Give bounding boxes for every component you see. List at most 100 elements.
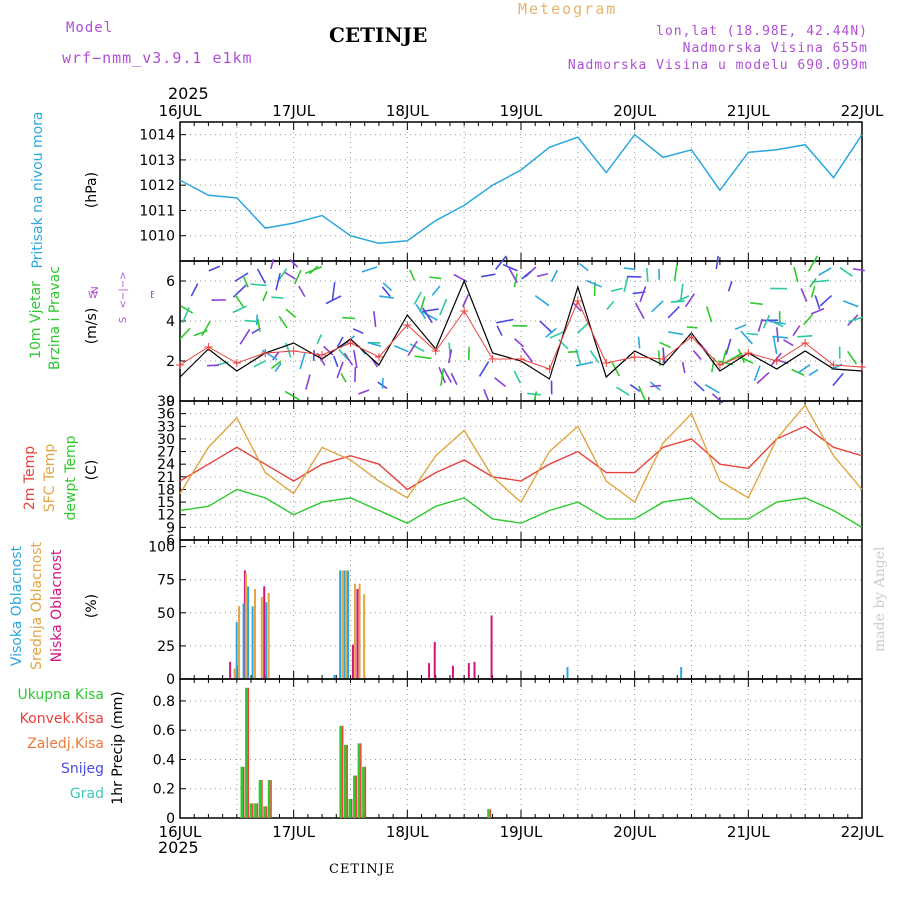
cloud-bar [251,606,254,679]
cloud-bar [229,661,232,679]
wind-barb [440,368,445,386]
x-date-label-bottom: 19JUL [500,823,543,841]
wind-barb [234,294,245,308]
wind-barb [756,371,770,384]
x-date-label-bottom: 22JUL [841,823,884,841]
wind-barb [508,267,518,284]
precip-bar-conv [252,803,254,818]
wind-barb [299,353,306,370]
wind-barb [586,279,602,288]
gust-marker [204,343,213,351]
cloud-bar [351,644,354,679]
wind-barb [772,336,778,355]
wind-compass: N <−|−> S W E [82,256,156,336]
wind-barb [800,288,808,302]
cloud-bar [346,570,349,679]
wind-barb [662,347,666,364]
wind-barb [549,330,565,339]
x-date-label-bottom: 18JUL [386,823,429,841]
wind-barb [305,374,311,390]
wind-barb [681,361,686,374]
wind-barb [819,294,833,307]
y-tick-label: 1013 [139,153,175,169]
y-tick-label: 12 [157,508,175,524]
precip-bar-conv [256,803,259,818]
wind-barb [807,255,819,272]
wind-barb [462,294,470,308]
elevation-label: Nadmorska Visina 655m [682,41,868,56]
wind-barb [439,298,448,316]
gust-marker [659,355,668,363]
wind-barb [740,330,753,345]
gust-marker [801,339,810,347]
wind-barb [727,280,733,292]
wind-barb [336,361,344,379]
gust-marker [545,365,554,373]
precip-bar-conv [265,806,268,818]
wind-barb [496,318,514,324]
precip-bar-conv [489,809,492,818]
wind-barb [818,267,832,276]
wind-barb [606,300,615,311]
precip-legend-conv: Konvek.Kisa [19,711,104,727]
wind-barb [575,361,594,367]
wind-barb [278,315,288,329]
y-tick-label: 18 [157,482,175,498]
wind-barb [180,305,194,314]
wind-barb [797,335,813,338]
cloud-bar [238,606,241,679]
wind-barb [274,362,282,372]
wind-barb [770,352,782,366]
wind-barb [250,283,267,287]
cloud-bar [244,573,247,679]
wind-barb [680,283,684,300]
wind-barb [793,266,799,283]
precip-bar-conv [341,725,344,818]
y-tick-label: 24 [157,457,175,473]
wind-barb [575,348,582,366]
wind-barb [419,296,426,313]
wind-barb [623,276,629,293]
y-tick-label: 0.6 [153,723,175,739]
wind-barb [797,364,811,374]
wind-barb [242,275,249,288]
wind-barb [207,364,220,367]
wind-barb [331,282,336,301]
gust-marker [346,339,355,347]
wind-barb [343,352,354,366]
wind-barb [232,305,248,314]
y-tick-label: 9 [166,520,175,536]
cloud-bar [467,663,470,679]
cloud-bar [243,570,246,679]
y-tick-label: 27 [157,445,175,461]
y-tick-label: 2 [166,354,175,370]
wind-barb [181,307,190,324]
cloud-bar [358,583,361,679]
gust-marker [460,307,469,315]
wind-barb [289,259,299,268]
wind-barb [839,266,853,277]
wind-barb [776,327,779,343]
y-tick-label: 6 [166,533,175,549]
wind-barb [634,302,645,320]
wind-barb [478,361,490,377]
wind-barb [550,269,559,282]
compass-svg: N <−|−> S W E [88,272,156,324]
wind-barb [810,286,816,298]
wind-barb [534,294,550,307]
cloud-bar [428,663,431,679]
coords-label: lon,lat (18.98E, 42.44N) [656,24,868,39]
wind-barb [379,295,394,299]
gust-marker [176,361,184,369]
cloud-bar [363,594,366,679]
wind-barb [610,287,623,292]
wind-barb [668,331,684,336]
gust-marker [517,355,525,363]
wind-barb [253,359,267,368]
wind-barb [715,255,719,270]
compass-e: E [150,290,154,301]
y-tick-label: 1010 [139,229,175,245]
wind-barb [422,308,439,313]
gust-marker [772,357,781,365]
